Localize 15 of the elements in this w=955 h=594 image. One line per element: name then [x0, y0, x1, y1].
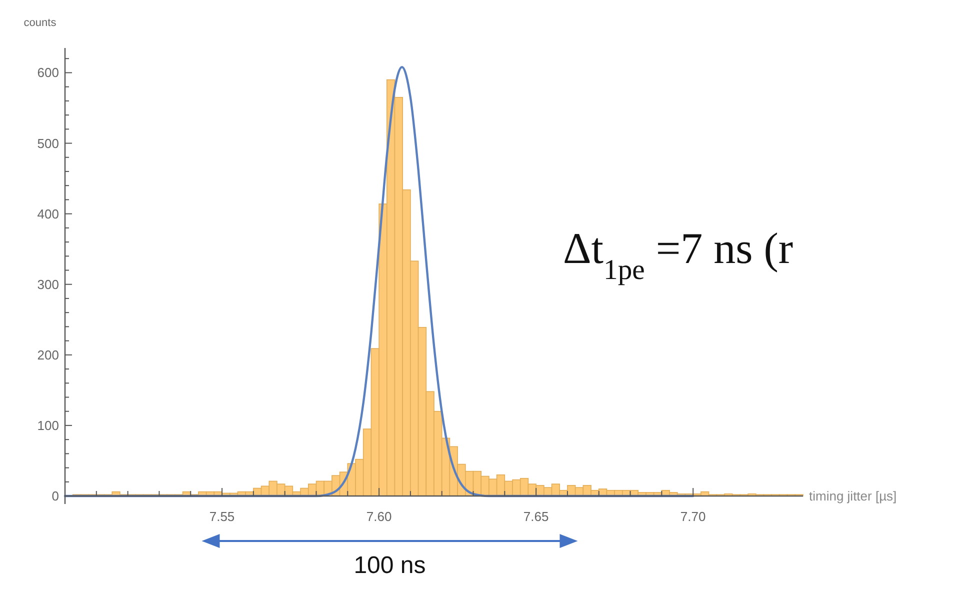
y-tick-label: 0 — [52, 488, 59, 504]
y-tick-label: 300 — [37, 276, 59, 292]
x-axis-title: timing jitter [µs] — [809, 488, 897, 504]
y-tick-label: 600 — [37, 65, 59, 80]
y-tick-label: 500 — [37, 136, 59, 151]
text: 100 ns — [354, 552, 426, 579]
x-tick-label: 7.65 — [523, 509, 549, 524]
annotation: Δt$_{1pe}$ =7 ns (r — [563, 224, 794, 286]
y-axis-title: counts — [24, 17, 57, 29]
x-tick-label: 7.60 — [366, 509, 392, 524]
x-tick-label: 7.55 — [209, 509, 235, 524]
y-tick-label: 100 — [37, 418, 59, 433]
y-tick-label: 400 — [37, 206, 59, 222]
y-tick-label: 200 — [37, 347, 59, 362]
x-tick-label: 7.70 — [680, 509, 706, 524]
